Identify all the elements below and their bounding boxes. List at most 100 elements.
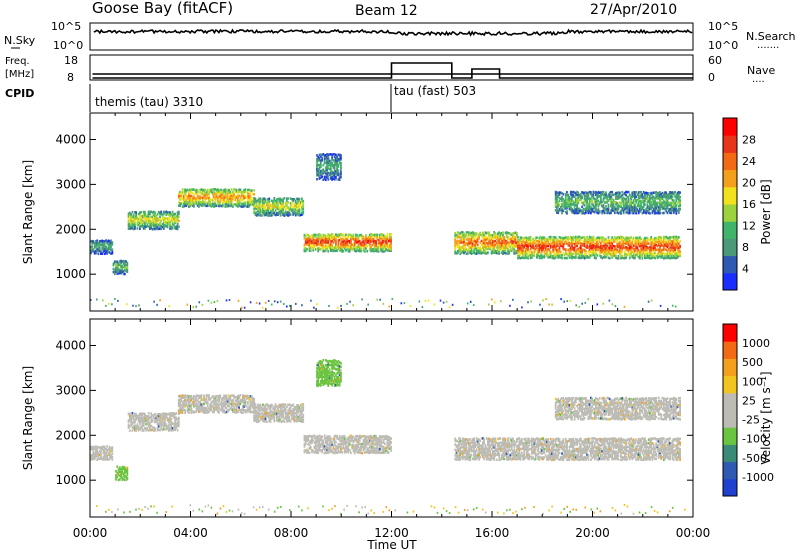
power-echo-cell xyxy=(483,236,485,239)
power-echo-cell xyxy=(111,241,114,244)
power-echo-cell xyxy=(318,233,321,236)
velocity-echo-cell xyxy=(174,416,176,419)
power-echo-cell xyxy=(275,199,278,203)
velocity-echo-cell xyxy=(170,429,173,432)
power-echo-cell xyxy=(387,247,390,250)
power-echo-cell xyxy=(647,199,650,203)
power-echo-cell xyxy=(500,242,503,245)
velocity-echo-cell xyxy=(196,404,199,407)
velocity-echo-cell xyxy=(189,404,191,408)
power-echo-cell xyxy=(215,197,218,200)
velocity-echo-cell xyxy=(198,405,200,408)
power-echo-cell xyxy=(649,197,651,201)
power-echo-cell xyxy=(184,190,186,193)
power-echo-cell xyxy=(554,201,557,204)
power-echo-cell xyxy=(169,222,171,226)
power-ground-cell xyxy=(587,298,590,301)
power-echo-cell xyxy=(591,249,593,253)
velocity-echo-cell xyxy=(161,418,164,421)
power-echo-cell xyxy=(582,240,585,243)
velocity-echo-cell xyxy=(100,450,102,453)
power-echo-cell xyxy=(225,200,228,203)
velocity-echo-cell xyxy=(177,424,180,428)
power-echo-cell xyxy=(512,235,514,239)
power-echo-cell xyxy=(345,241,347,244)
power-echo-cell xyxy=(564,192,567,196)
power-echo-cell xyxy=(626,242,629,246)
power-echo-cell xyxy=(244,188,247,191)
velocity-echo-cell xyxy=(190,399,193,402)
velocity-echo-cell xyxy=(218,406,220,410)
power-echo-cell xyxy=(483,251,485,254)
power-ground-cell xyxy=(138,304,140,307)
power-echo-cell xyxy=(98,247,101,251)
power-echo-cell xyxy=(353,249,356,252)
power-echo-cell xyxy=(630,203,632,207)
velocity-echo-cell xyxy=(146,414,149,418)
power-echo-cell xyxy=(520,240,523,244)
power-echo-cell xyxy=(562,244,565,247)
power-echo-cell xyxy=(510,248,513,251)
power-echo-cell xyxy=(497,232,499,235)
power-echo-cell xyxy=(606,197,609,200)
power-echo-cell xyxy=(120,269,122,273)
power-echo-cell xyxy=(317,158,320,161)
power-echo-cell xyxy=(351,237,354,240)
velocity-echo-cell xyxy=(181,407,184,410)
power-echo-cell xyxy=(641,197,644,200)
power-echo-cell xyxy=(293,205,296,208)
power-echo-cell xyxy=(591,253,593,257)
power-echo-cell xyxy=(199,188,202,192)
velocity-echo-cell xyxy=(196,403,199,406)
power-echo-cell xyxy=(596,197,599,200)
power-echo-cell xyxy=(556,211,558,214)
power-echo-cell xyxy=(128,214,131,218)
power-echo-cell xyxy=(326,162,328,165)
power-echo-cell xyxy=(188,194,190,197)
power-echo-cell xyxy=(595,245,597,249)
power-echo-cell xyxy=(337,243,340,246)
power-echo-cell xyxy=(323,249,326,253)
power-echo-cell xyxy=(564,194,567,198)
power-echo-cell xyxy=(336,234,338,237)
power-echo-cell xyxy=(102,241,105,244)
velocity-echo-cell xyxy=(220,405,223,408)
power-echo-cell xyxy=(512,239,514,242)
power-echo-cell xyxy=(294,211,297,214)
power-echo-cell xyxy=(611,252,614,256)
power-echo-cell xyxy=(134,211,136,214)
power-echo-cell xyxy=(262,199,264,203)
velocity-echo-cell xyxy=(190,409,193,412)
power-echo-cell xyxy=(302,210,305,213)
power-echo-cell xyxy=(240,202,243,206)
power-echo-cell xyxy=(554,248,557,251)
power-ground-cell xyxy=(213,301,216,304)
power-echo-cell xyxy=(652,199,655,202)
power-echo-cell xyxy=(637,243,640,246)
power-echo-cell xyxy=(498,245,501,248)
velocity-echo-cell xyxy=(161,424,164,427)
power-echo-cell xyxy=(377,248,380,251)
velocity-echo-cell xyxy=(105,454,107,457)
power-echo-cell xyxy=(381,241,384,245)
nsearch-dots: ....... xyxy=(757,40,779,51)
power-echo-cell xyxy=(488,233,490,237)
power-echo-cell xyxy=(291,209,293,213)
power-echo-cell xyxy=(667,242,670,245)
power-echo-cell xyxy=(321,237,323,240)
velocity-echo-cell xyxy=(196,394,199,398)
power-echo-cell xyxy=(328,247,331,250)
power-echo-cell xyxy=(189,204,191,208)
power-echo-cell xyxy=(283,212,286,215)
power-echo-cell xyxy=(561,205,563,208)
power-echo-cell xyxy=(498,243,501,247)
power-echo-cell xyxy=(179,198,181,201)
power-echo-cell xyxy=(606,201,609,204)
power-echo-cell xyxy=(601,193,604,196)
power-echo-cell xyxy=(277,202,279,205)
velocity-echo-cell xyxy=(228,404,230,408)
velocity-echo-cell xyxy=(159,423,161,426)
power-echo-cell xyxy=(125,266,127,270)
power-echo-cell xyxy=(549,237,552,241)
velocity-echo-cell xyxy=(137,417,140,420)
